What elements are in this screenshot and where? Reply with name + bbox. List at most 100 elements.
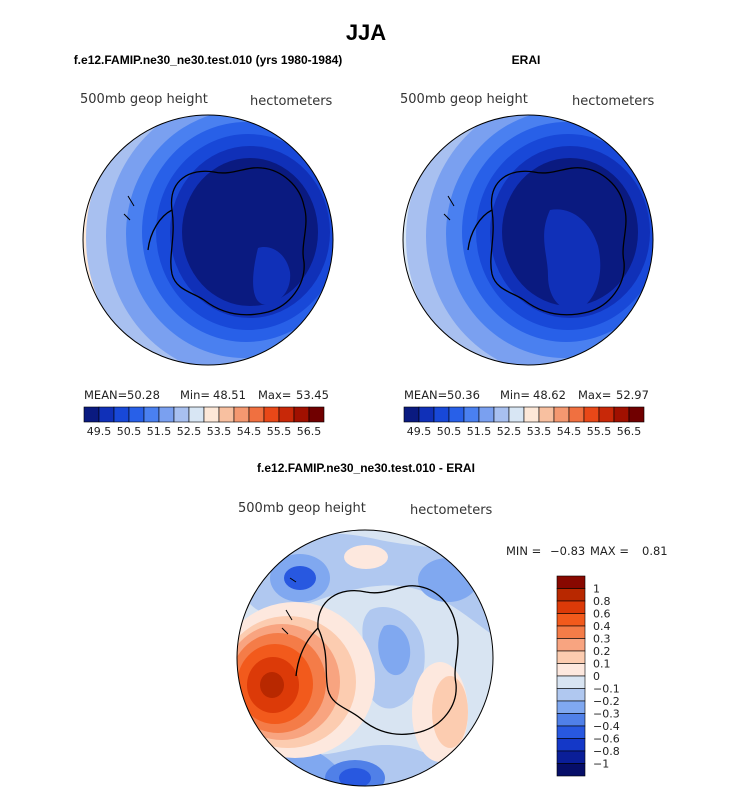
model-colorbar-swatch xyxy=(83,406,100,423)
model-colorbar-swatch xyxy=(113,406,130,423)
diff-colorbar-tick-label: 1 xyxy=(593,583,600,596)
model-colorbar-tick-label: 54.5 xyxy=(237,425,262,438)
obs-colorbar-swatch xyxy=(598,406,615,423)
model-colorbar-swatch xyxy=(203,406,220,423)
obs-colorbar-tick-label: 49.5 xyxy=(407,425,432,438)
obs-colorbar-tick-label: 52.5 xyxy=(497,425,522,438)
diff-colorbar-swatch xyxy=(556,763,586,777)
diff-colorbar-tick-label: −0.8 xyxy=(593,745,620,758)
diff-colorbar-tick-label: −1 xyxy=(593,758,609,771)
diff-colorbar-tick-label: 0.2 xyxy=(593,645,611,658)
model-colorbar-swatch xyxy=(263,406,280,423)
model-colorbar-swatch xyxy=(98,406,115,423)
obs-colorbar-tick-label: 50.5 xyxy=(437,425,462,438)
model-colorbar-swatch xyxy=(218,406,235,423)
diff-colorbar-swatch xyxy=(556,675,586,689)
model-map: 500mb geop height hectometers MEAN= 50.2… xyxy=(80,92,334,402)
obs-min-value: 48.62 xyxy=(533,388,566,402)
obs-colorbar-swatch xyxy=(628,406,645,423)
obs-colorbar-tick-label: 54.5 xyxy=(557,425,582,438)
diff-colorbar-tick-label: −0.2 xyxy=(593,695,620,708)
diff-colorbar-swatch xyxy=(556,688,586,702)
diff-colorbar-swatch xyxy=(556,638,586,652)
obs-colorbar-swatch xyxy=(463,406,480,423)
model-colorbar: 49.5 50.5 51.5 52.5 53.5 54.5 55.5 56.5 xyxy=(83,406,325,438)
obs-colorbar-swatch xyxy=(403,406,420,423)
model-max-value: 53.45 xyxy=(296,388,329,402)
model-colorbar-swatch xyxy=(308,406,325,423)
obs-max-label: Max= xyxy=(578,388,611,402)
model-colorbar-tick-label: 53.5 xyxy=(207,425,232,438)
obs-colorbar-swatch xyxy=(523,406,540,423)
diff-colorbar-tick-label: 0.4 xyxy=(593,620,611,633)
model-colorbar-swatch xyxy=(188,406,205,423)
diff-colorbar-tick-label: −0.3 xyxy=(593,708,620,721)
model-colorbar-tick-label: 49.5 xyxy=(87,425,112,438)
diff-colorbar-tick-label: 0.8 xyxy=(593,595,611,608)
obs-colorbar-swatch xyxy=(478,406,495,423)
diff-colorbar-swatch xyxy=(556,588,586,602)
model-variable-label: 500mb geop height xyxy=(80,92,208,107)
obs-panel-title: ERAI xyxy=(512,53,541,67)
model-max-label: Max= xyxy=(258,388,291,402)
diff-min-label: MIN = xyxy=(506,544,541,558)
diff-colorbar-tick-label: 0.3 xyxy=(593,633,611,646)
diff-colorbar-tick-label: −0.1 xyxy=(593,683,620,696)
diff-colorbar-swatch xyxy=(556,713,586,727)
obs-colorbar-swatch xyxy=(613,406,630,423)
main-title: JJA xyxy=(346,20,386,45)
diff-colorbar-swatch xyxy=(556,613,586,627)
obs-colorbar-tick-label: 56.5 xyxy=(617,425,642,438)
model-colorbar-swatch xyxy=(233,406,250,423)
model-colorbar-swatch xyxy=(248,406,265,423)
diff-max-label: MAX = xyxy=(590,544,629,558)
obs-colorbar-swatch xyxy=(553,406,570,423)
obs-colorbar-swatch xyxy=(433,406,450,423)
obs-mean-value: 50.36 xyxy=(447,388,480,402)
diff-max-value: 0.81 xyxy=(642,544,668,558)
diff-colorbar-swatch xyxy=(556,725,586,739)
obs-max-value: 52.97 xyxy=(616,388,649,402)
diff-panel-title: f.e12.FAMIP.ne30_ne30.test.010 - ERAI xyxy=(257,461,475,475)
diff-colorbar-swatch xyxy=(556,625,586,639)
model-min-value: 48.51 xyxy=(213,388,246,402)
model-min-label: Min= xyxy=(180,388,210,402)
model-colorbar-tick-label: 51.5 xyxy=(147,425,172,438)
obs-mean-label: MEAN= xyxy=(404,388,447,402)
diff-min-value: −0.83 xyxy=(550,544,585,558)
model-colorbar-swatch xyxy=(173,406,190,423)
obs-colorbar-swatch xyxy=(493,406,510,423)
model-colorbar-tick-label: 52.5 xyxy=(177,425,202,438)
model-colorbar-tick-label: 56.5 xyxy=(297,425,322,438)
diff-variable-label: 500mb geop height xyxy=(238,501,366,516)
model-colorbar-swatch xyxy=(158,406,175,423)
obs-colorbar-swatch xyxy=(583,406,600,423)
diff-colorbar-swatch xyxy=(556,750,586,764)
obs-map: 500mb geop height hectometers MEAN= 50.3… xyxy=(400,92,655,402)
model-colorbar-swatch xyxy=(128,406,145,423)
model-colorbar-tick-label: 55.5 xyxy=(267,425,292,438)
diff-colorbar-tick-label: 0.1 xyxy=(593,658,611,671)
model-colorbar-swatch xyxy=(143,406,160,423)
model-colorbar-tick-label: 50.5 xyxy=(117,425,142,438)
diff-colorbar-swatch xyxy=(556,700,586,714)
diff-colorbar-swatch xyxy=(556,738,586,752)
obs-colorbar-tick-label: 51.5 xyxy=(467,425,492,438)
diff-map: 500mb geop height hectometers xyxy=(236,501,668,787)
obs-variable-label: 500mb geop height xyxy=(400,92,528,107)
diff-colorbar-swatch xyxy=(556,600,586,614)
obs-colorbar-swatch xyxy=(538,406,555,423)
diff-colorbar-swatch xyxy=(556,575,586,589)
obs-colorbar-swatch xyxy=(418,406,435,423)
model-panel-title: f.e12.FAMIP.ne30_ne30.test.010 (yrs 1980… xyxy=(74,53,343,67)
diff-colorbar-swatch xyxy=(556,650,586,664)
obs-colorbar: 49.5 50.5 51.5 52.5 53.5 54.5 55.5 56.5 xyxy=(403,406,645,438)
diff-colorbar: 10.80.60.40.30.20.10−0.1−0.2−0.3−0.4−0.6… xyxy=(556,575,620,777)
model-mean-label: MEAN= xyxy=(84,388,127,402)
obs-colorbar-tick-label: 53.5 xyxy=(527,425,552,438)
diff-colorbar-swatch xyxy=(556,663,586,677)
model-colorbar-swatch xyxy=(293,406,310,423)
diff-colorbar-tick-label: −0.4 xyxy=(593,720,620,733)
model-mean-value: 50.28 xyxy=(127,388,160,402)
